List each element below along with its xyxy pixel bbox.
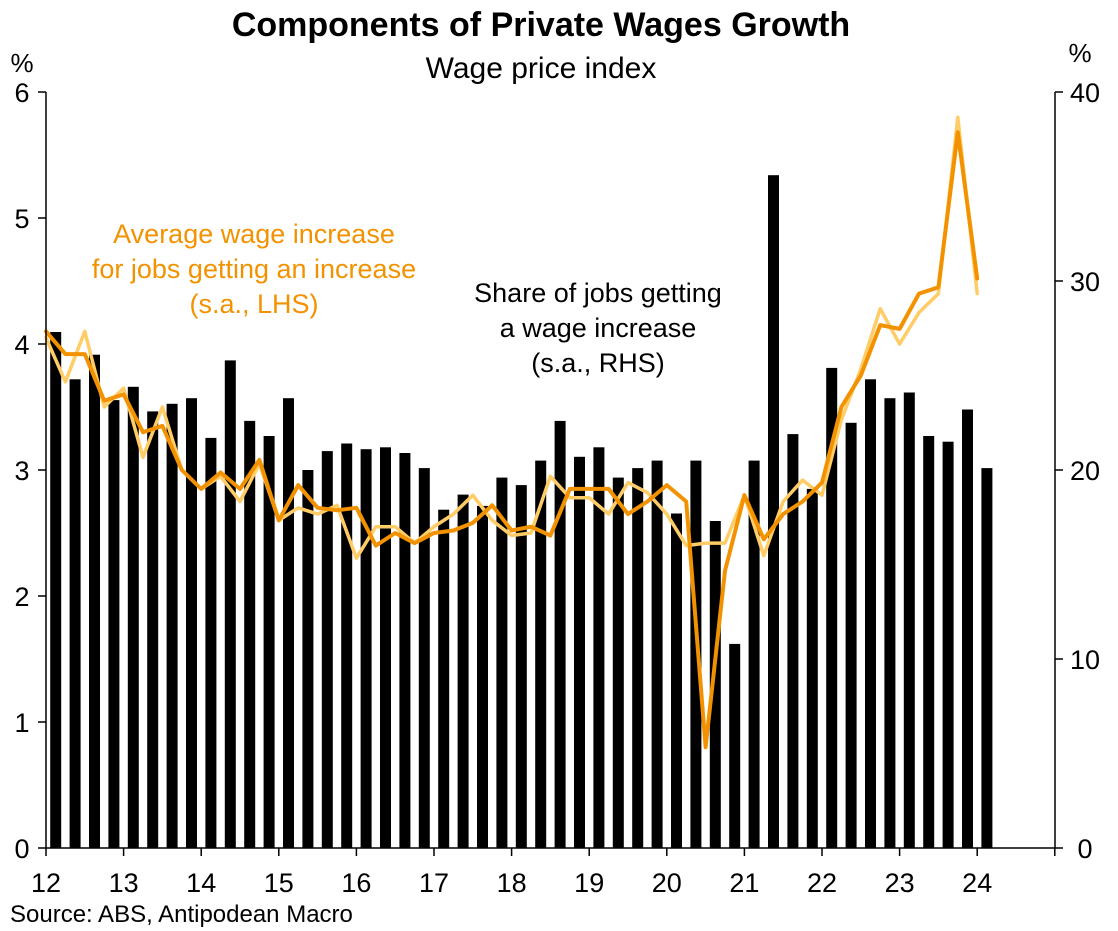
bar xyxy=(147,411,159,848)
bar xyxy=(535,460,547,848)
bar xyxy=(69,379,81,848)
bar xyxy=(729,643,741,848)
bar xyxy=(302,470,314,848)
x-tick-label: 12 xyxy=(31,868,61,898)
x-tick-label: 14 xyxy=(186,868,216,898)
left-tick-label: 4 xyxy=(14,330,29,360)
x-tick-label: 13 xyxy=(109,868,139,898)
left-axis-unit: % xyxy=(10,48,33,78)
x-tick-label: 23 xyxy=(885,868,915,898)
x-tick-label: 17 xyxy=(419,868,449,898)
bar xyxy=(205,437,217,848)
bar xyxy=(826,367,838,848)
bar xyxy=(360,449,372,848)
bar xyxy=(283,398,294,848)
bar xyxy=(321,451,333,848)
bar xyxy=(341,443,353,848)
bar xyxy=(709,521,721,848)
right-tick-label: 30 xyxy=(1070,267,1100,297)
bar xyxy=(923,436,935,848)
chart-texts: Components of Private Wages Growth Wage … xyxy=(10,6,1092,928)
annotation-avg-line1: Average wage increase xyxy=(113,219,395,249)
line-avg-wage-increase xyxy=(44,130,980,750)
bar xyxy=(418,468,430,848)
bar xyxy=(127,386,139,848)
bar xyxy=(89,354,100,848)
source-note: Source: ABS, Antipodean Macro xyxy=(10,901,353,928)
x-tick-label: 15 xyxy=(264,868,294,898)
bar xyxy=(399,453,411,848)
bar xyxy=(108,400,120,848)
bar xyxy=(845,422,857,849)
x-tick-label: 24 xyxy=(962,868,992,898)
left-tick-label: 1 xyxy=(14,708,29,738)
left-tick-label: 6 xyxy=(14,78,29,108)
bar xyxy=(554,420,566,848)
bar xyxy=(671,513,682,848)
bar xyxy=(981,468,993,848)
bar xyxy=(942,441,954,848)
bar xyxy=(515,485,527,848)
right-tick-label: 20 xyxy=(1070,456,1100,486)
chart-subtitle: Wage price index xyxy=(426,52,657,85)
bar xyxy=(496,477,508,848)
right-tick-label: 10 xyxy=(1070,645,1100,675)
bar xyxy=(612,477,624,848)
x-tick-label: 18 xyxy=(497,868,527,898)
left-tick-label: 5 xyxy=(14,204,29,234)
x-tick-label: 21 xyxy=(729,868,759,898)
bar xyxy=(263,436,275,848)
annotation-share-line3: (s.a., RHS) xyxy=(531,348,665,378)
right-axis-unit: % xyxy=(1068,38,1091,68)
chart-title: Components of Private Wages Growth xyxy=(232,6,850,44)
bar-series xyxy=(50,175,993,849)
bar xyxy=(865,379,876,848)
x-tick-label: 20 xyxy=(652,868,682,898)
annotation-share-line2: a wage increase xyxy=(500,313,697,343)
bar xyxy=(903,392,915,848)
bar xyxy=(962,409,973,848)
bar xyxy=(224,360,236,848)
bar xyxy=(166,403,178,848)
right-tick-label: 0 xyxy=(1077,834,1092,864)
bar xyxy=(477,505,488,848)
bar xyxy=(438,509,450,848)
left-tick-label: 2 xyxy=(14,582,29,612)
bar xyxy=(457,494,469,848)
annotation-share-line1: Share of jobs getting xyxy=(474,278,722,308)
bar xyxy=(574,456,585,848)
x-tick-label: 16 xyxy=(341,868,371,898)
left-tick-label: 3 xyxy=(14,456,29,486)
bar xyxy=(593,447,605,848)
x-tick-label: 19 xyxy=(574,868,604,898)
bar xyxy=(244,420,256,848)
bar xyxy=(632,468,644,848)
bar xyxy=(50,332,62,848)
x-tick-label: 22 xyxy=(807,868,837,898)
left-tick-label: 0 xyxy=(14,834,29,864)
bar xyxy=(748,460,760,848)
bar xyxy=(884,398,896,848)
bar xyxy=(787,434,799,848)
bar xyxy=(380,447,391,848)
annotation-avg-line3: (s.a., LHS) xyxy=(189,289,318,319)
bar xyxy=(768,175,779,848)
line-series-group xyxy=(44,115,980,750)
right-tick-label: 40 xyxy=(1070,78,1100,108)
annotation-avg-line2: for jobs getting an increase xyxy=(92,254,416,284)
bar xyxy=(690,460,702,848)
bar xyxy=(651,460,663,848)
bar xyxy=(806,488,818,848)
bar xyxy=(186,398,197,848)
